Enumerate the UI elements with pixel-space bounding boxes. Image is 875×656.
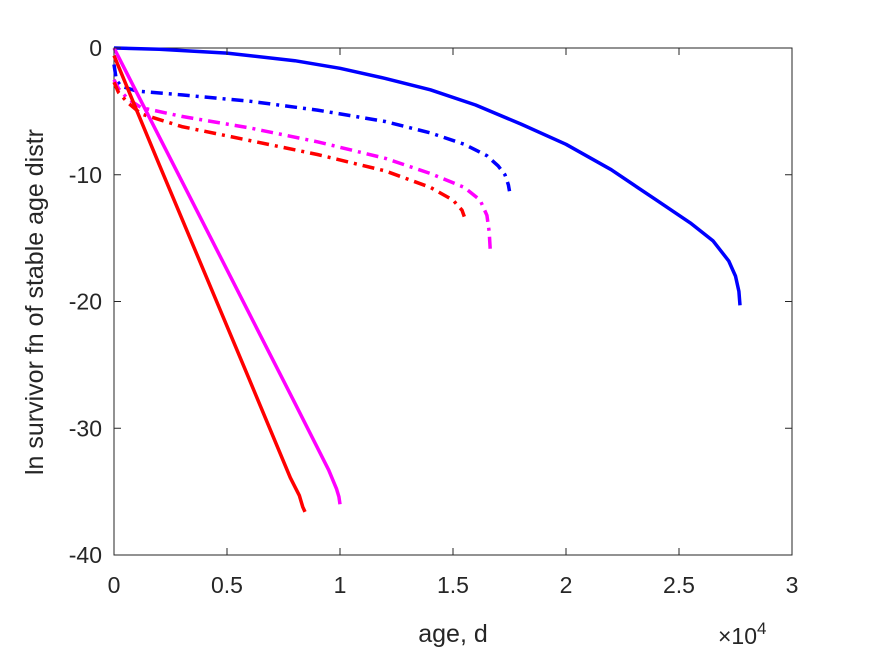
x-exponent-power: 4 xyxy=(757,619,766,638)
y-axis-label: ln survivor fn of stable age distr xyxy=(21,129,49,475)
x-ticks: 0 0.5 1 1.5 2 2.5 3 xyxy=(108,48,799,598)
x-tick-label: 0.5 xyxy=(211,572,243,598)
x-exponent-base: ×10 xyxy=(718,623,757,649)
y-tick-label: -20 xyxy=(69,289,102,315)
series-layer xyxy=(112,46,742,513)
series-line-1 xyxy=(113,46,742,306)
plot-area xyxy=(113,47,793,556)
x-tick-label: 3 xyxy=(786,572,799,598)
y-tick-label: 0 xyxy=(89,35,102,61)
y-tick-label: -30 xyxy=(69,415,102,441)
x-tick-label: 2 xyxy=(560,572,573,598)
series-line-6 xyxy=(112,54,307,513)
series-line-4 xyxy=(112,81,466,218)
series-line-3 xyxy=(112,78,493,251)
x-tick-label: 2.5 xyxy=(663,572,695,598)
x-exponent-label: ×104 xyxy=(718,619,766,649)
y-tick-label: -40 xyxy=(69,542,102,568)
series-line-5 xyxy=(112,47,342,505)
y-tick-label: -10 xyxy=(69,162,102,188)
x-tick-label: 1 xyxy=(334,572,347,598)
x-tick-label: 0 xyxy=(108,572,121,598)
x-axis-label: age, d xyxy=(418,620,488,648)
y-ticks: 0 -10 -20 -30 -40 xyxy=(69,35,792,568)
x-tick-label: 1.5 xyxy=(437,572,469,598)
